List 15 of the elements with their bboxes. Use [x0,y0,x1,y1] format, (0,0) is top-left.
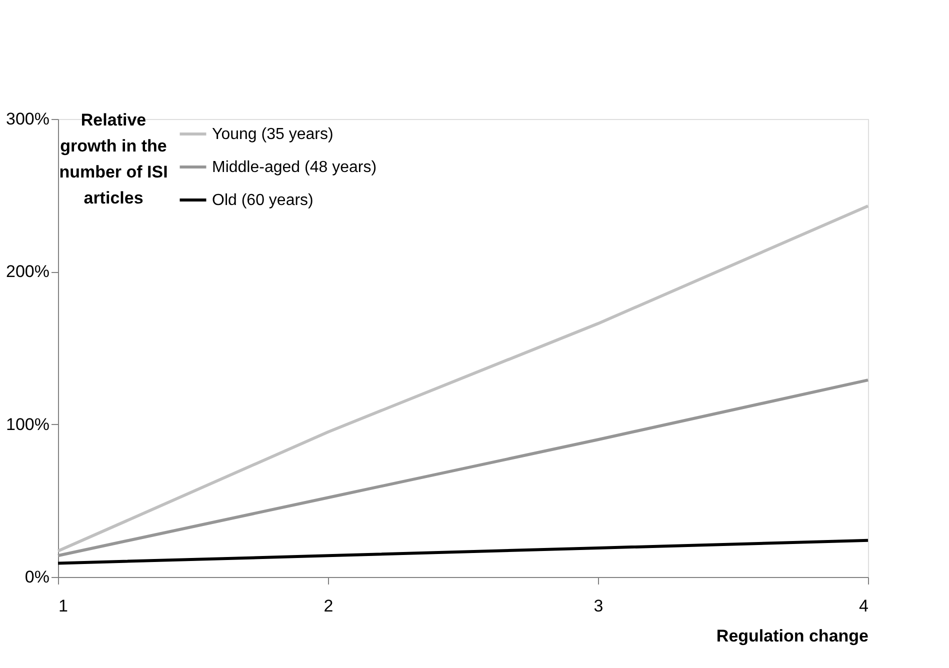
x-tick-label: 2 [324,596,334,616]
line-series [56,378,870,558]
x-tick-label: 1 [58,596,68,616]
legend-label: Middle-aged (48 years) [212,159,377,176]
line-series [56,538,870,565]
x-axis-title: Regulation change [716,626,868,646]
x-tick-label: 3 [594,596,604,616]
x-tick-label: 4 [859,596,868,616]
y-tick-label: 200% [6,262,50,282]
y-tick-label: 0% [24,568,50,586]
legend-label: Old (60 years) [212,192,314,209]
y-tick-label: 100% [6,414,50,434]
y-axis-title: Relative growth in the number of ISI articles [59,110,168,208]
y-tick-label: 300% [6,110,50,128]
legend-label: Young (35 years) [212,126,334,143]
